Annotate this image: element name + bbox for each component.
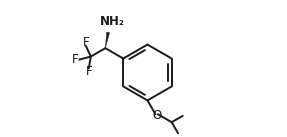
Polygon shape (105, 32, 110, 48)
Text: F: F (82, 36, 89, 49)
Text: O: O (152, 109, 161, 122)
Text: F: F (71, 53, 78, 66)
Text: NH₂: NH₂ (100, 15, 125, 28)
Text: F: F (86, 65, 92, 78)
